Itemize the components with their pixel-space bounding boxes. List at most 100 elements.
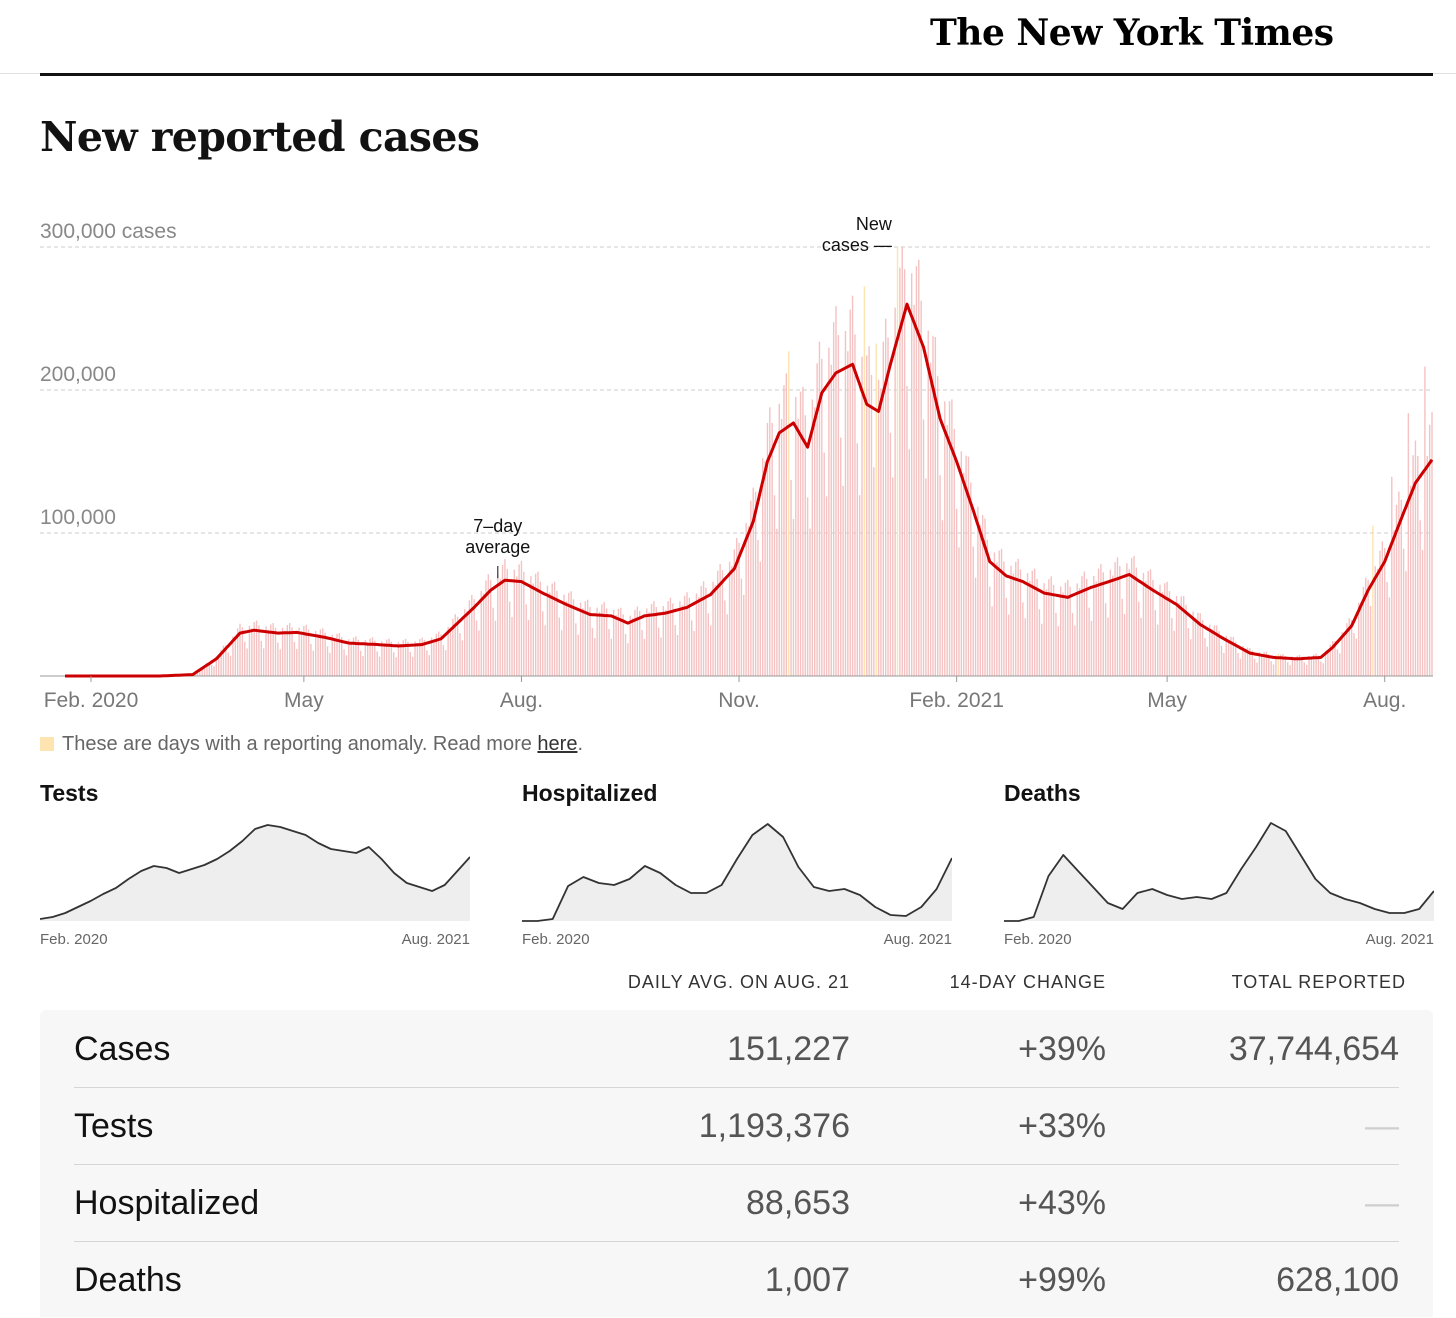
daily-case-bar <box>944 401 945 676</box>
daily-case-bar <box>1143 573 1144 676</box>
daily-case-bar <box>227 653 228 676</box>
daily-case-bar <box>346 655 347 676</box>
daily-case-bar <box>594 638 595 676</box>
daily-case-bar <box>812 399 813 676</box>
daily-case-bar <box>575 623 576 676</box>
daily-case-bar <box>1393 530 1394 676</box>
daily-case-bar <box>308 629 309 676</box>
daily-case-bar <box>731 566 732 676</box>
x-tick-label: Nov. <box>718 689 760 712</box>
daily-case-bar <box>426 650 427 676</box>
daily-case-bar <box>521 561 522 676</box>
row-label: Hospitalized <box>74 1184 259 1223</box>
daily-case-bar <box>1100 564 1101 676</box>
daily-case-bar <box>348 639 349 676</box>
daily-case-bar <box>769 407 770 676</box>
daily-case-bar <box>880 388 881 676</box>
row-label: Tests <box>74 1107 153 1146</box>
daily-case-bar <box>620 608 621 676</box>
daily-case-bar <box>587 600 588 676</box>
daily-case-bar <box>951 399 952 676</box>
anomaly-legend-text: These are days with a reporting anomaly.… <box>62 733 537 755</box>
daily-case-bar <box>1022 602 1023 676</box>
daily-case-bar <box>1084 571 1085 676</box>
daily-case-bar <box>1140 618 1141 676</box>
daily-case-bar <box>1119 566 1120 676</box>
daily-case-bar <box>913 305 914 676</box>
daily-case-bar <box>367 642 368 676</box>
read-more-link[interactable]: here <box>537 733 577 755</box>
daily-case-bar <box>625 634 626 676</box>
hospitalized-axis-start: Feb. 2020 <box>522 931 590 948</box>
daily-case-bar <box>384 643 385 676</box>
daily-case-bar <box>991 606 992 676</box>
daily-case-bar <box>570 591 571 676</box>
daily-case-bar <box>528 620 529 676</box>
daily-case-bar <box>1069 587 1070 676</box>
deaths-sparkline <box>1004 815 1434 925</box>
daily-case-bar <box>1133 556 1134 676</box>
daily-case-bar <box>660 637 661 676</box>
daily-case-bar <box>1095 581 1096 676</box>
daily-case-bar <box>1339 653 1340 676</box>
daily-case-bar <box>301 631 302 676</box>
daily-case-bar <box>1062 593 1063 676</box>
daily-case-bar <box>504 559 505 676</box>
daily-case-bar <box>1240 659 1241 676</box>
daily-case-bar <box>1327 650 1328 676</box>
average-annotation-label: average <box>465 537 530 557</box>
daily-case-bar <box>738 543 739 676</box>
row-label: Deaths <box>74 1261 182 1300</box>
daily-case-bar <box>261 641 262 676</box>
daily-case-bar <box>246 649 247 676</box>
tests-axis-start: Feb. 2020 <box>40 931 108 948</box>
daily-case-bar <box>350 642 351 676</box>
header-rule <box>40 73 1433 76</box>
header-14-day-change: 14-DAY CHANGE <box>950 972 1106 993</box>
daily-case-bar <box>1389 597 1390 676</box>
daily-case-bar <box>1424 367 1425 676</box>
change-value: +99% <box>1018 1261 1106 1300</box>
daily-case-bar <box>630 616 631 676</box>
daily-case-bar <box>691 620 692 676</box>
hospitalized-axis-end: Aug. 2021 <box>884 931 952 948</box>
row-label: Cases <box>74 1030 170 1069</box>
daily-case-bar <box>1391 477 1392 676</box>
daily-case-bar <box>774 495 775 676</box>
x-tick-label: Feb. 2021 <box>909 689 1004 712</box>
daily-case-bar <box>1372 526 1373 676</box>
daily-case-bar <box>793 519 794 676</box>
daily-case-bar <box>632 618 633 676</box>
daily-case-bar <box>417 643 418 676</box>
daily-case-bar <box>722 570 723 676</box>
daily-case-bar <box>296 649 297 676</box>
daily-case-bar <box>393 652 394 676</box>
new-cases-annotation-label: New <box>856 214 893 234</box>
daily-case-bar <box>724 600 725 676</box>
daily-case-bar <box>1155 610 1156 676</box>
daily-case-bar <box>847 351 848 676</box>
daily-case-bar <box>788 351 789 676</box>
daily-case-bar <box>1105 603 1106 676</box>
daily-case-bar <box>845 331 846 676</box>
daily-case-bar <box>1323 663 1324 676</box>
daily-case-bar <box>764 461 765 676</box>
daily-case-bar <box>1360 602 1361 676</box>
daily-case-bar <box>996 562 997 676</box>
daily-case-bar <box>284 631 285 676</box>
daily-case-bar <box>719 564 720 676</box>
total-value: — <box>1365 1107 1399 1146</box>
nyt-logo[interactable]: The New York Times <box>930 12 1334 54</box>
daily-case-bar <box>1401 500 1402 676</box>
daily-case-bar <box>509 602 510 676</box>
daily-case-bar <box>516 576 517 676</box>
daily-case-bar <box>823 453 824 676</box>
daily-case-bar <box>1129 569 1130 676</box>
deaths-mini-chart: Deaths Feb. 2020 Aug. 2021 <box>1004 780 1434 951</box>
daily-case-bar <box>400 644 401 676</box>
daily-case-bar <box>925 478 926 676</box>
daily-case-bar <box>696 593 697 676</box>
daily-case-bar <box>608 629 609 676</box>
daily-case-bar <box>1211 629 1212 676</box>
